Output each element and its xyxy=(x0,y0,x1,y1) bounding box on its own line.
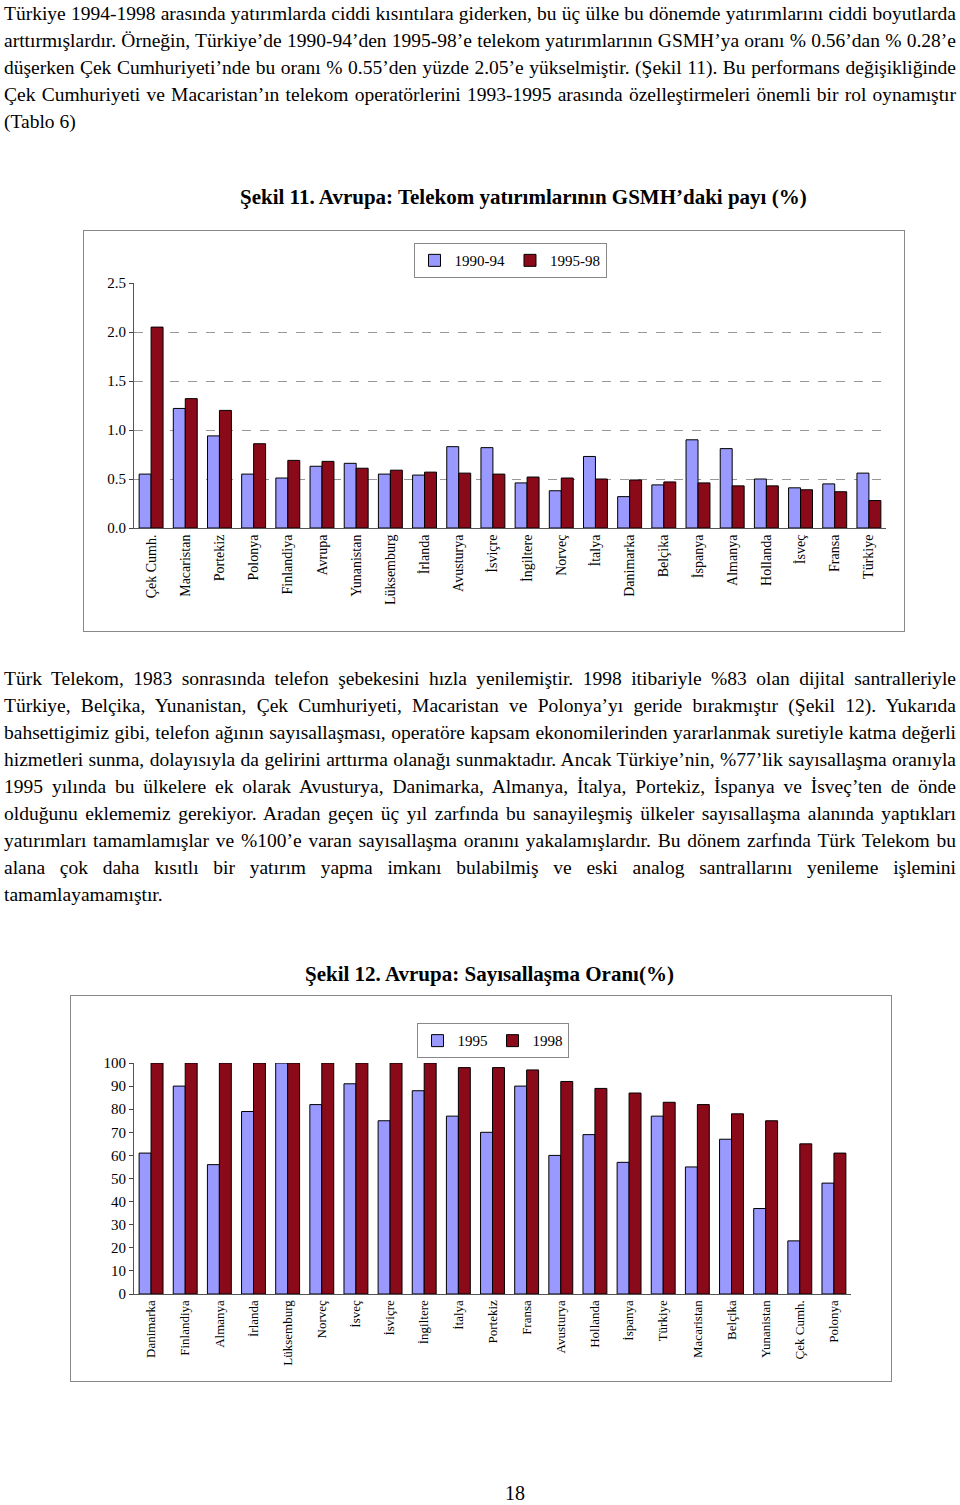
svg-text:İtalya: İtalya xyxy=(588,534,603,567)
svg-text:Fransa: Fransa xyxy=(827,534,842,572)
svg-text:0.5: 0.5 xyxy=(107,471,126,487)
svg-text:Türkiye: Türkiye xyxy=(861,535,876,579)
svg-text:Türkiye: Türkiye xyxy=(655,1300,670,1341)
svg-text:20: 20 xyxy=(111,1240,126,1256)
svg-text:Finlandiya: Finlandiya xyxy=(177,1300,192,1356)
svg-text:1998: 1998 xyxy=(533,1033,563,1049)
svg-text:Fransa: Fransa xyxy=(519,1300,534,1335)
svg-text:Lüksemburg: Lüksemburg xyxy=(280,1300,295,1366)
svg-text:100: 100 xyxy=(104,1055,127,1071)
svg-text:1.5: 1.5 xyxy=(107,373,126,389)
svg-text:İtalya: İtalya xyxy=(451,1300,466,1330)
svg-text:1995: 1995 xyxy=(458,1033,488,1049)
svg-text:Danimarka: Danimarka xyxy=(622,534,637,597)
svg-text:İrlanda: İrlanda xyxy=(417,534,432,574)
svg-text:Hollanda: Hollanda xyxy=(587,1300,602,1348)
svg-text:İngiltere: İngiltere xyxy=(416,1300,431,1344)
svg-text:İrlanda: İrlanda xyxy=(246,1300,261,1337)
svg-text:Finlandiya: Finlandiya xyxy=(280,534,295,595)
html-text:Şekil 11. Avrupa: Telekom yatı: Şekil 11. Avrupa: Telekom yatırımlarının… xyxy=(240,185,807,209)
svg-text:Danimarka: Danimarka xyxy=(143,1300,158,1358)
html-text:Şekil 12. Avrupa: Sayısallaşma: Şekil 12. Avrupa: Sayısallaşma Oranı(%) xyxy=(305,962,674,986)
svg-text:Yunanistan: Yunanistan xyxy=(758,1300,773,1358)
svg-text:İsveç: İsveç xyxy=(793,535,808,565)
svg-text:İspanya: İspanya xyxy=(691,534,706,578)
svg-text:İngiltere: İngiltere xyxy=(520,535,535,582)
svg-text:0.0: 0.0 xyxy=(107,520,126,536)
svg-text:Belçika: Belçika xyxy=(656,534,671,578)
svg-text:60: 60 xyxy=(111,1148,126,1164)
svg-text:Portekiz: Portekiz xyxy=(212,535,227,582)
svg-text:1995-98: 1995-98 xyxy=(550,253,600,269)
svg-text:İspanya: İspanya xyxy=(621,1300,636,1341)
svg-text:İsviçre: İsviçre xyxy=(382,1300,397,1336)
svg-text:Almanya: Almanya xyxy=(725,534,740,586)
svg-text:Yunanistan: Yunanistan xyxy=(349,535,364,597)
html-text:Türk Telekom, 1983 sonrasında: Türk Telekom, 1983 sonrasında telefon şe… xyxy=(4,668,956,905)
svg-text:İsviçre: İsviçre xyxy=(485,535,500,573)
svg-text:80: 80 xyxy=(111,1101,126,1117)
svg-text:50: 50 xyxy=(111,1171,126,1187)
svg-text:Hollanda: Hollanda xyxy=(759,534,774,586)
svg-text:Polonya: Polonya xyxy=(246,534,261,581)
svg-text:Portekiz: Portekiz xyxy=(485,1300,500,1344)
svg-text:Belçika: Belçika xyxy=(724,1300,739,1340)
svg-text:2.5: 2.5 xyxy=(107,275,126,291)
svg-text:Çek Cumh.: Çek Cumh. xyxy=(144,535,159,599)
svg-text:Almanya: Almanya xyxy=(212,1300,227,1348)
svg-text:Avrupa: Avrupa xyxy=(315,534,330,576)
svg-text:Avusturya: Avusturya xyxy=(553,1300,568,1353)
svg-text:40: 40 xyxy=(111,1194,126,1210)
svg-text:90: 90 xyxy=(111,1078,126,1094)
html-text:18: 18 xyxy=(505,1482,525,1504)
svg-text:1990-94: 1990-94 xyxy=(455,253,505,269)
svg-text:İsveç: İsveç xyxy=(348,1300,363,1328)
html-text:Türkiye 1994-1998 arasında yat: Türkiye 1994-1998 arasında yatırımlarda … xyxy=(4,3,956,132)
svg-text:2.0: 2.0 xyxy=(107,324,126,340)
svg-text:Lüksemburg: Lüksemburg xyxy=(383,535,398,606)
svg-text:Macaristan: Macaristan xyxy=(690,1300,705,1358)
svg-text:70: 70 xyxy=(111,1125,126,1141)
svg-text:0: 0 xyxy=(119,1286,127,1302)
svg-text:Macaristan: Macaristan xyxy=(178,535,193,597)
svg-text:Avusturya: Avusturya xyxy=(451,534,466,592)
svg-text:30: 30 xyxy=(111,1217,126,1233)
svg-text:1.0: 1.0 xyxy=(107,422,126,438)
svg-text:10: 10 xyxy=(111,1263,126,1279)
svg-text:Polonya: Polonya xyxy=(826,1300,841,1343)
svg-text:Norveç: Norveç xyxy=(554,535,569,576)
svg-text:Norveç: Norveç xyxy=(314,1300,329,1338)
svg-text:Çek Cumh.: Çek Cumh. xyxy=(792,1300,807,1359)
